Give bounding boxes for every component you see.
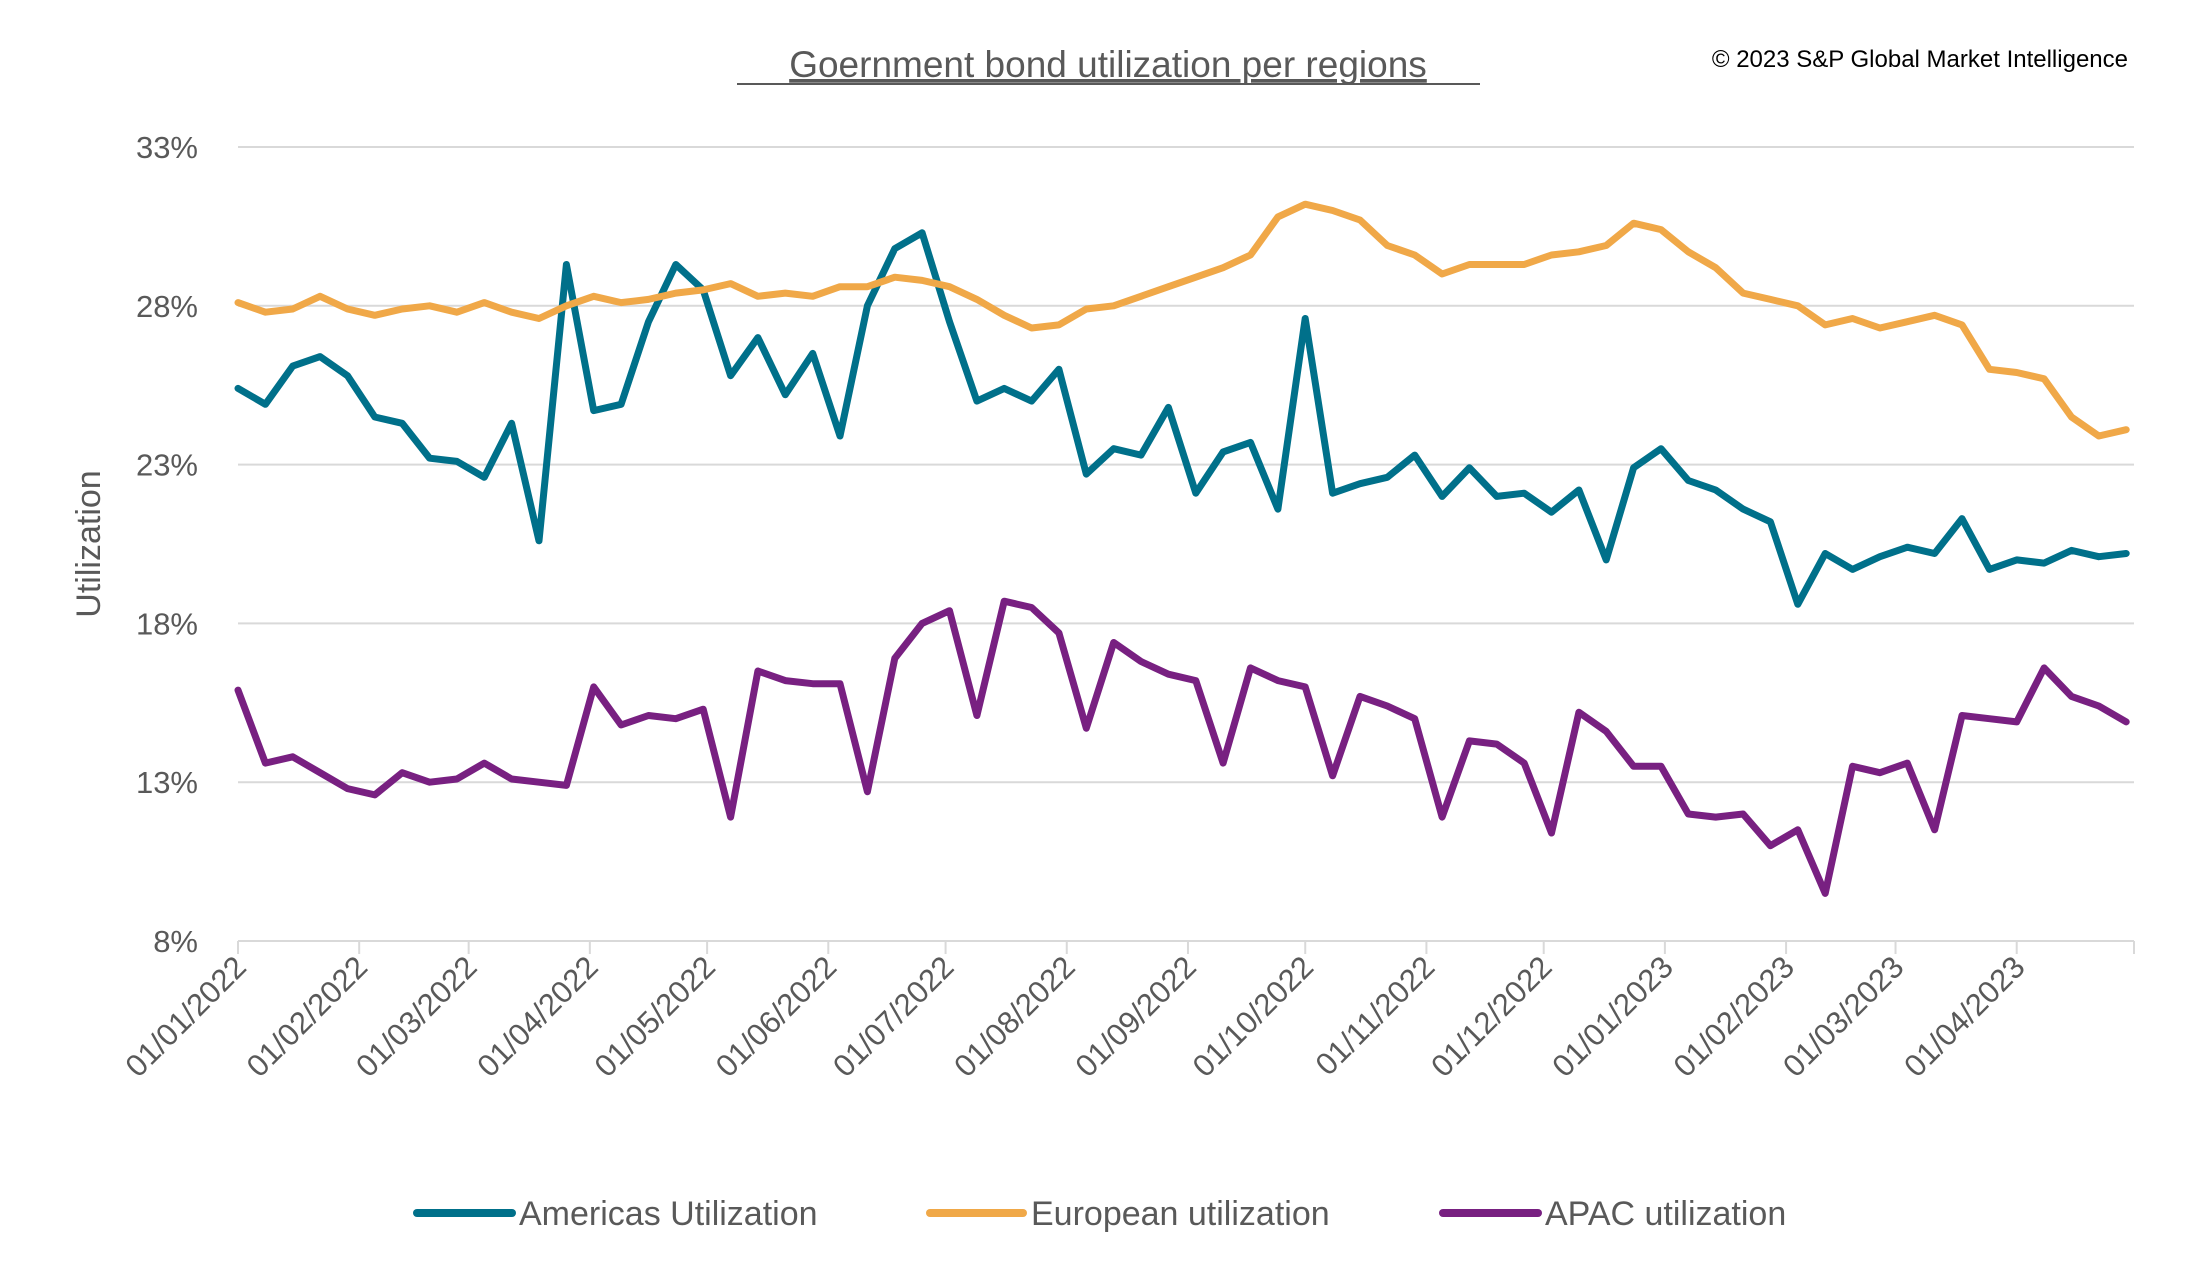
y-axis-ticks: 8% 13% 18% 23% 28% 33% [136, 130, 198, 959]
copyright-text: © 2023 S&P Global Market Intelligence [1712, 46, 2128, 73]
y-tick-label: 28% [136, 289, 198, 324]
americas-utilization-line [234, 229, 2130, 608]
y-tick-label: 13% [136, 765, 198, 800]
y-axis-label: Utilization [70, 470, 108, 617]
series-lines [234, 200, 2130, 897]
y-tick-label: 23% [136, 448, 198, 483]
y-tick-label: 33% [136, 130, 198, 165]
x-tick-label: 01/01/2022 [118, 949, 252, 1083]
x-tick-label: 01/12/2022 [1424, 949, 1558, 1083]
legend: Americas Utilization European utilizatio… [413, 1195, 1786, 1233]
x-tick-label: 01/04/2022 [470, 949, 604, 1083]
x-tick-label: 01/10/2022 [1186, 949, 1320, 1083]
x-tick-label: 01/09/2022 [1068, 949, 1202, 1083]
x-axis: 01/01/202201/02/202201/03/202201/04/2022… [118, 940, 2135, 1084]
legend-label-european: European utilization [1031, 1195, 1330, 1233]
y-tick-label: 8% [153, 924, 198, 959]
x-tick-label: 01/04/2023 [1897, 949, 2031, 1083]
legend-label-americas: Americas Utilization [519, 1195, 818, 1233]
x-tick-label: 01/05/2022 [588, 949, 722, 1083]
x-tick-label: 01/07/2022 [826, 949, 960, 1083]
apac-utilization-line [234, 597, 2130, 897]
legend-label-apac: APAC utilization [1545, 1195, 1786, 1233]
chart-title: Goernment bond utilization per regions [789, 44, 1427, 85]
x-tick-label: 01/11/2022 [1309, 949, 1442, 1082]
european-utilization-line [234, 200, 2130, 440]
x-tick-label: 01/01/2023 [1545, 949, 1679, 1083]
y-tick-label: 18% [136, 606, 198, 641]
x-tick-label: 01/06/2022 [709, 949, 843, 1083]
x-tick-label: 01/08/2022 [947, 949, 1081, 1083]
